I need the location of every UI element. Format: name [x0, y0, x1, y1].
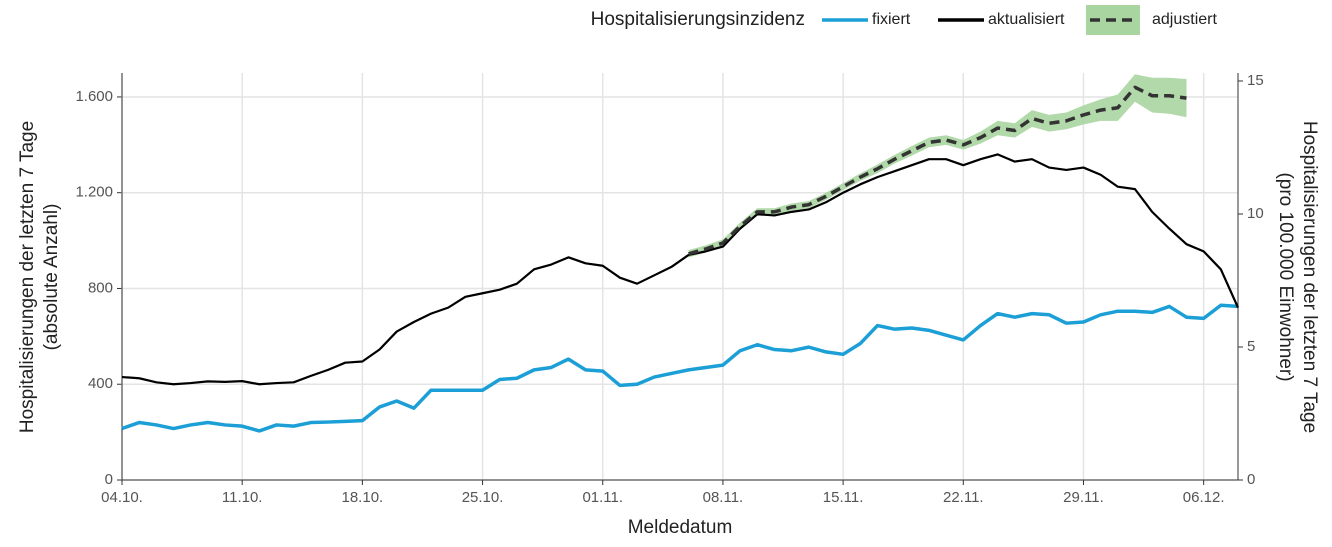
y-axis-label: Hospitalisierungen der letzten 7 Tage: [17, 121, 38, 433]
y-tick-label: 400: [88, 375, 113, 392]
y-tick-label: 1.600: [75, 88, 113, 105]
y-axis-label: (absolute Anzahl): [41, 204, 62, 351]
series-line: [121, 153, 1240, 386]
y2-tick-label: 0: [1247, 471, 1255, 488]
x-tick-label: 11.10.: [222, 489, 263, 506]
confidence-band: [688, 74, 1187, 258]
legend-title: Hospitalisierungsinzidenz: [591, 9, 805, 30]
series-line: [688, 85, 1187, 256]
x-axis-label: Meldedatum: [628, 517, 733, 538]
y-tick-label: 1.200: [75, 184, 113, 201]
x-tick-label: 15.11.: [823, 489, 864, 506]
x-tick-label: 04.10.: [101, 489, 143, 506]
legend-label: adjustiert: [1152, 11, 1217, 28]
x-tick-label: 22.11.: [943, 489, 984, 506]
y-tick-label: 0: [105, 471, 113, 488]
y2-tick-label: 5: [1247, 338, 1255, 355]
y2-axis-label: (pro 100.000 Einwohner): [1275, 172, 1296, 381]
x-tick-label: 18.10.: [342, 489, 384, 506]
y-tick-label: 800: [88, 279, 113, 296]
y2-tick-label: 15: [1247, 72, 1264, 89]
y2-tick-label: 10: [1247, 205, 1264, 222]
x-tick-label: 25.10.: [462, 489, 504, 506]
series-line: [121, 303, 1239, 433]
legend-label: fixiert: [872, 11, 911, 28]
x-tick-label: 01.11.: [582, 489, 623, 506]
y2-axis-label: Hospitalisierungen der letzten 7 Tage: [1299, 121, 1320, 433]
x-tick-label: 08.11.: [703, 489, 744, 506]
x-tick-label: 29.11.: [1063, 489, 1104, 506]
legend-label: aktualisiert: [988, 11, 1065, 28]
x-tick-label: 06.12.: [1183, 489, 1225, 506]
